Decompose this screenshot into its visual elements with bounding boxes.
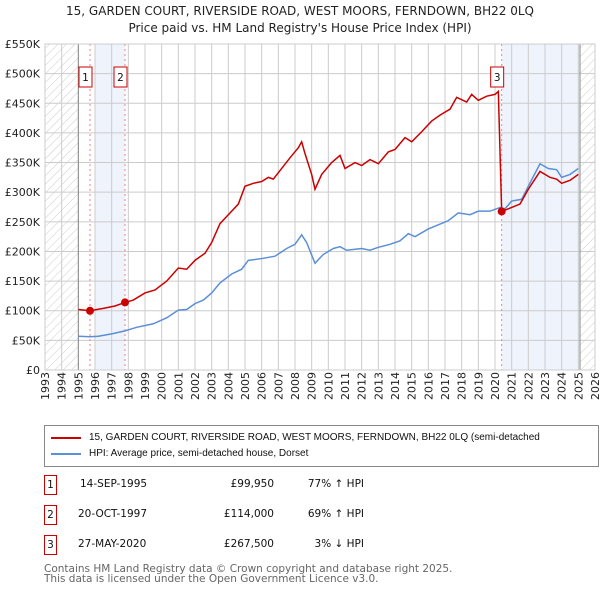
x-tick-label: 2026 (589, 372, 600, 400)
sale-badge: 1 (44, 475, 57, 495)
y-tick-label: £300K (5, 186, 41, 199)
y-tick-label: £350K (5, 157, 41, 170)
sale-hpi-diff: 3% ↓ HPI (314, 538, 364, 550)
sale-point (121, 298, 129, 307)
legend-item-hpi: HPI: Average price, semi-detached house,… (51, 447, 598, 461)
sale-marker-badge (113, 66, 128, 88)
table-row: 3 27-MAY-2020 £267,500 3% ↓ HPI (44, 535, 584, 555)
y-tick-label: £50K (12, 334, 41, 347)
sale-marker-badge (490, 66, 505, 88)
x-tick-label: 2025 (572, 372, 585, 400)
footer-copyright: Contains HM Land Registry data © Crown c… (44, 563, 453, 575)
x-tick-label: 2018 (456, 372, 469, 400)
x-tick-label: 2024 (556, 372, 569, 400)
x-tick-label: 2016 (422, 372, 435, 400)
x-tick-label: 1998 (122, 372, 135, 400)
y-tick-label: £400K (5, 127, 41, 140)
x-tick-label: 2023 (539, 372, 552, 400)
sale-price: £99,950 (230, 478, 274, 490)
x-tick-label: 2012 (356, 372, 369, 400)
x-tick-label: 2010 (322, 372, 335, 400)
x-tick-label: 2021 (506, 372, 519, 400)
y-tick-label: £200K (5, 245, 41, 258)
x-tick-label: 2005 (239, 372, 252, 400)
x-tick-label: 1994 (56, 372, 69, 400)
plot-border (44, 43, 596, 371)
sale-hpi-diff: 77% ↑ HPI (307, 478, 364, 490)
legend-label-hpi: HPI: Average price, semi-detached house,… (89, 448, 309, 459)
legend-item-property: 15, GARDEN COURT, RIVERSIDE ROAD, WEST M… (51, 431, 598, 445)
sale-point (86, 306, 94, 315)
x-tick-label: 2020 (489, 372, 502, 400)
x-tick-label: 2001 (172, 372, 185, 400)
x-tick-label: 2008 (289, 372, 302, 400)
y-tick-label: £550K (5, 38, 41, 51)
chart-title-line2: Price paid vs. HM Land Registry's House … (128, 21, 472, 35)
x-tick-label: 2022 (522, 372, 535, 400)
y-tick-label: £100K (5, 305, 41, 318)
x-tick-label: 2009 (306, 372, 319, 400)
x-tick-label: 1999 (139, 372, 152, 400)
footer-licence: This data is licensed under the Open Gov… (44, 573, 379, 585)
y-tick-label: £150K (5, 275, 41, 288)
table-row: 2 20-OCT-1997 £114,000 69% ↑ HPI (44, 505, 584, 525)
x-tick-label: 1996 (89, 372, 102, 400)
x-tick-label: 2002 (189, 372, 202, 400)
x-tick-label: 2015 (406, 372, 419, 400)
table-row: 1 14-SEP-1995 £99,950 77% ↑ HPI (44, 475, 584, 495)
sale-marker-label: 1 (82, 72, 89, 84)
sale-date: 14-SEP-1995 (80, 478, 148, 490)
sale-price: £267,500 (223, 538, 274, 550)
chart-title-line1: 15, GARDEN COURT, RIVERSIDE ROAD, WEST M… (66, 4, 534, 18)
sale-badge: 3 (44, 535, 57, 555)
x-tick-label: 2019 (472, 372, 485, 400)
x-tick-label: 2004 (222, 372, 235, 400)
sale-marker-badge (78, 66, 93, 88)
property-series-line (78, 89, 579, 312)
x-tick-label: 2000 (156, 372, 169, 400)
x-tick-label: 2017 (439, 372, 452, 400)
sale-badge: 2 (44, 505, 57, 525)
shaded-period (95, 44, 125, 370)
legend-swatch-blue (51, 453, 81, 455)
x-tick-label: 1993 (39, 372, 52, 400)
shaded-period (501, 44, 580, 370)
legend-swatch-red (51, 437, 81, 439)
sale-marker-label: 2 (117, 72, 124, 84)
x-tick-label: 2003 (206, 372, 219, 400)
legend: 15, GARDEN COURT, RIVERSIDE ROAD, WEST M… (44, 425, 599, 467)
y-tick-label: £0 (26, 364, 40, 377)
x-tick-label: 2013 (372, 372, 385, 400)
sale-hpi-diff: 69% ↑ HPI (307, 508, 364, 520)
sale-date: 20-OCT-1997 (78, 508, 147, 520)
hpi-series-line (78, 162, 579, 338)
y-tick-label: £250K (5, 216, 41, 229)
y-tick-label: £500K (5, 68, 41, 81)
sale-date: 27-MAY-2020 (78, 538, 147, 550)
x-tick-label: 2014 (389, 372, 402, 400)
x-tick-label: 1995 (72, 372, 85, 400)
sale-price: £114,000 (223, 508, 274, 520)
sale-point (497, 207, 506, 216)
x-tick-label: 2011 (339, 372, 352, 400)
legend-label-property: 15, GARDEN COURT, RIVERSIDE ROAD, WEST M… (89, 432, 540, 443)
x-tick-label: 2007 (272, 372, 285, 400)
price-chart: 1 2 3 1993 1994 1995 1996 1997 1998 1999 2000 2001 2… (5, 38, 600, 400)
hatched-period (580, 44, 595, 370)
x-tick-label: 2006 (256, 372, 269, 400)
x-tick-label: 1997 (106, 372, 119, 400)
sale-marker-label: 3 (494, 72, 501, 84)
y-tick-label: £450K (5, 97, 41, 110)
